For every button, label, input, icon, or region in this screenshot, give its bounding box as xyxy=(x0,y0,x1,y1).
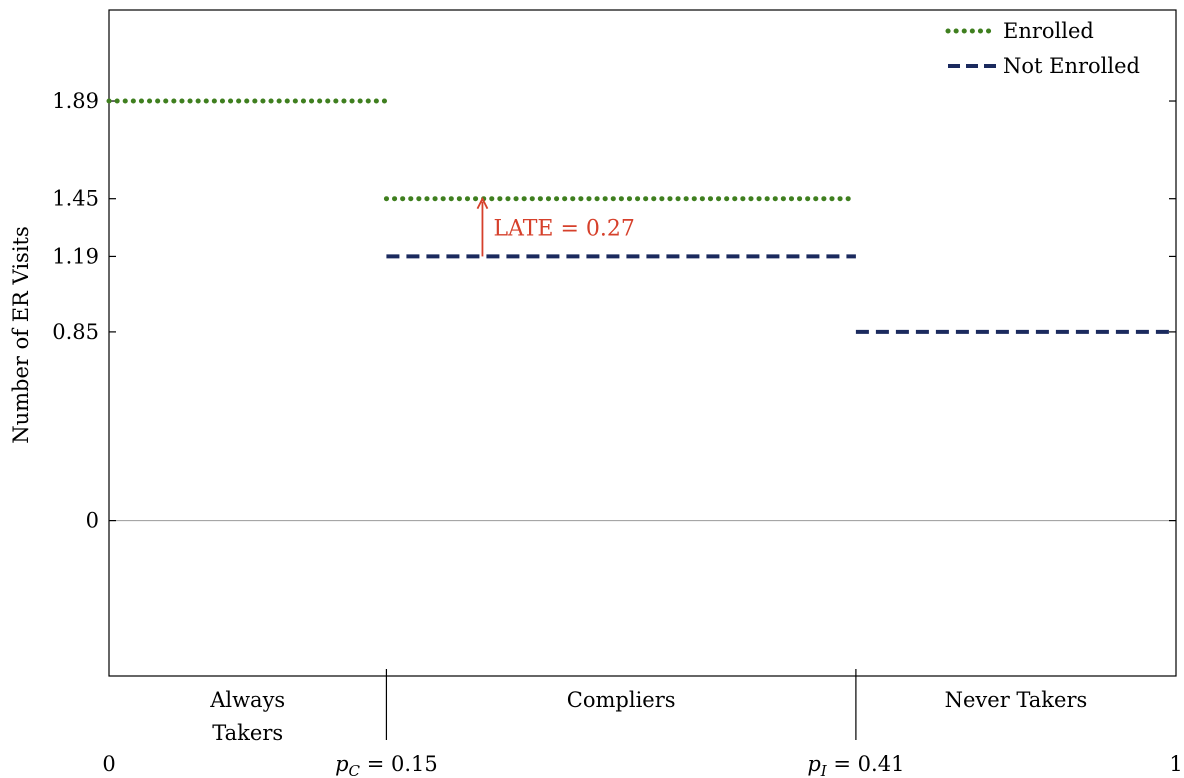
y-tick-label: 1.45 xyxy=(52,187,99,211)
y-tick-label: 0.85 xyxy=(52,320,99,344)
group-label: Always xyxy=(209,688,285,712)
late-annotation-label: LATE = 0.27 xyxy=(493,217,634,242)
x-tick-label: pI = 0.41 xyxy=(807,752,904,778)
legend-label-not-enrolled: Not Enrolled xyxy=(1003,54,1140,78)
x-tick-label: pC = 0.15 xyxy=(335,752,438,778)
legend-label-enrolled: Enrolled xyxy=(1003,19,1094,43)
y-axis-label: Number of ER Visits xyxy=(9,226,33,444)
group-label: Compliers xyxy=(567,688,676,712)
x-tick-label: 1 xyxy=(1169,752,1182,776)
group-label: Never Takers xyxy=(945,688,1088,712)
y-tick-label: 0 xyxy=(86,509,99,533)
x-tick-label: 0 xyxy=(102,752,115,776)
plot-area: 0 0.85 1.19 1.45 1.89 Number of ER Visits Alwa… xyxy=(9,9,1183,778)
plot-frame xyxy=(108,9,1177,677)
y-tick-label: 1.89 xyxy=(52,89,99,113)
late-arrow-head xyxy=(476,196,489,210)
y-tick-label: 1.19 xyxy=(52,244,99,268)
group-label: Takers xyxy=(212,721,283,745)
